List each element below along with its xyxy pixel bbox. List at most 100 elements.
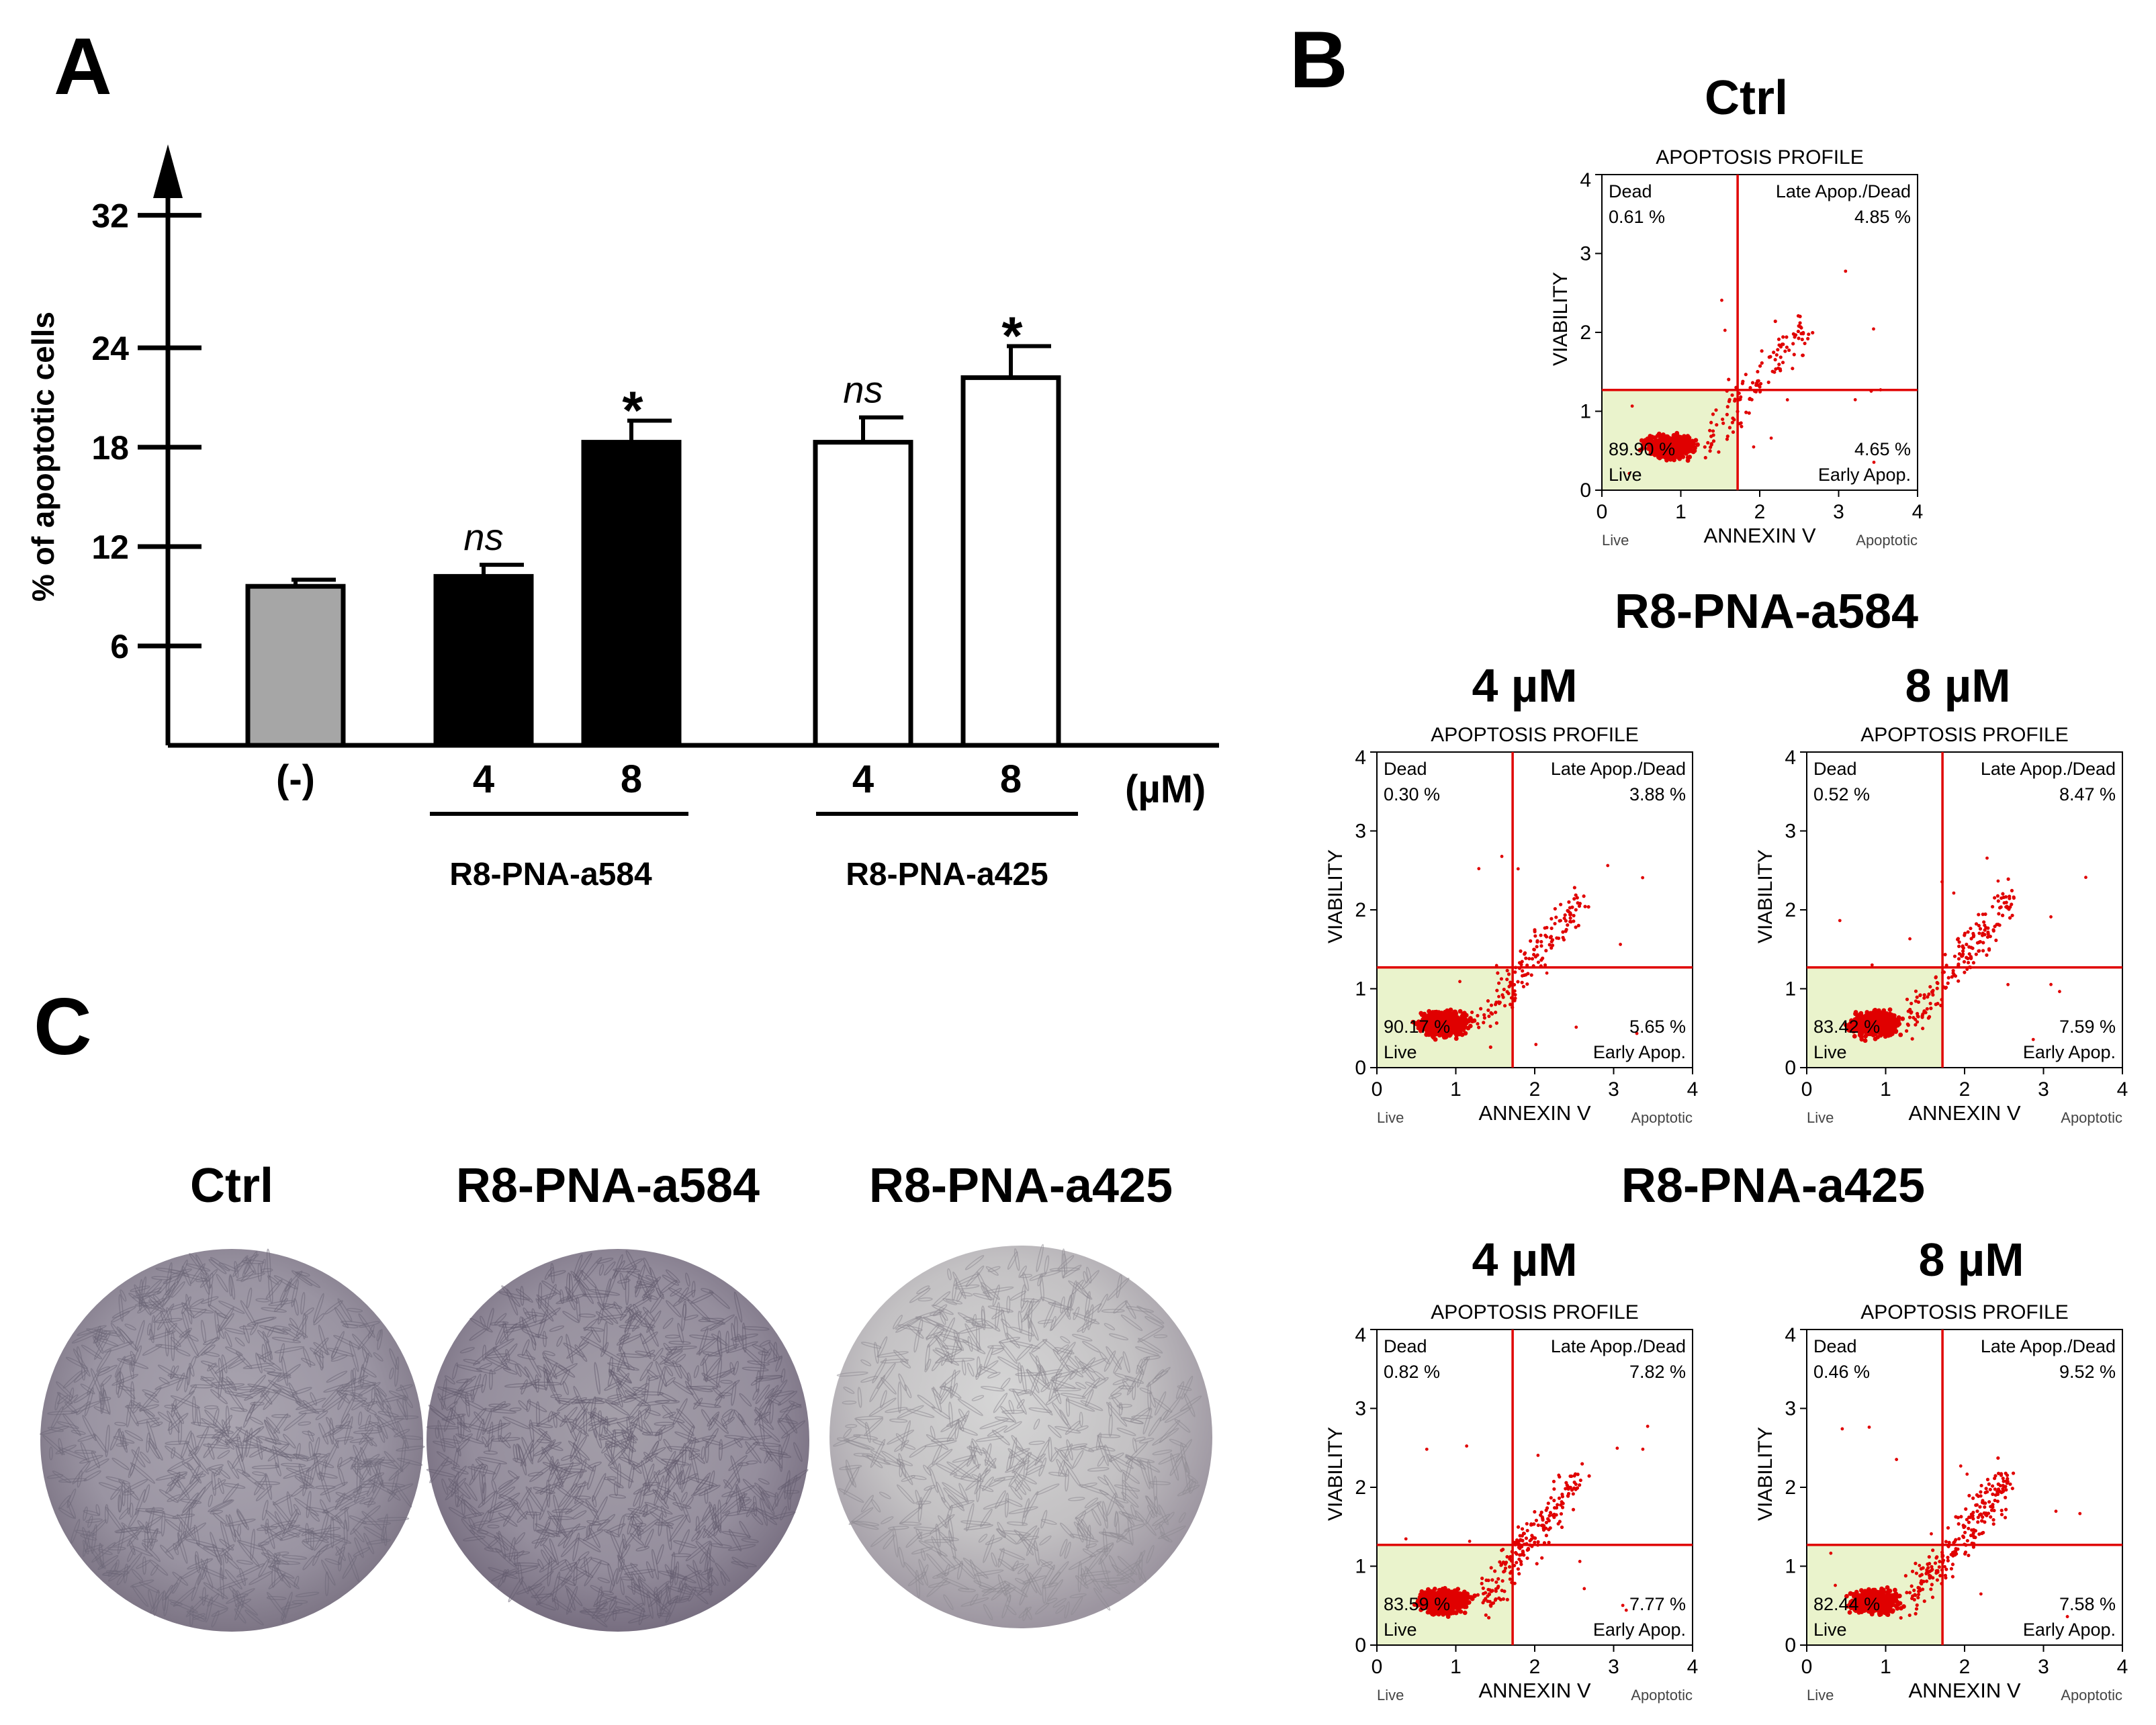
flow-dot xyxy=(1982,920,1986,924)
flow-dot xyxy=(1986,926,1990,930)
flow-dot xyxy=(1943,953,1947,957)
flow-dot xyxy=(1721,417,1725,422)
flow-dot xyxy=(1675,438,1680,444)
flow-dot xyxy=(1914,1607,1919,1611)
flow-dot xyxy=(1516,1567,1520,1571)
y-tick-label: 4 xyxy=(1785,747,1796,769)
flow-dot xyxy=(1518,1553,1522,1557)
flow-dot xyxy=(1519,949,1523,953)
quadrant-label-dead: Dead xyxy=(1609,181,1652,201)
flow-dots xyxy=(1627,269,1883,475)
flow-dot xyxy=(1862,1589,1867,1594)
flow-dot xyxy=(1887,1607,1891,1612)
flow-dot xyxy=(1520,1527,1525,1531)
flow-dot xyxy=(1547,1513,1552,1518)
flow-dot xyxy=(1487,1014,1491,1019)
flow-dot xyxy=(1557,1496,1562,1500)
flow-dot xyxy=(1521,969,1525,973)
flow-dot xyxy=(1619,943,1622,946)
flow-dot xyxy=(1404,1537,1408,1541)
flow-dot xyxy=(1652,435,1658,440)
flow-dot xyxy=(1558,1520,1562,1524)
flow-dot xyxy=(1621,1603,1625,1607)
flow-dots xyxy=(1404,1424,1650,1620)
quadrant-value-live: 89.90 % xyxy=(1609,439,1675,459)
flow-dot xyxy=(1656,449,1662,453)
flow-dot xyxy=(1580,1462,1584,1466)
y-tick-label: 18 xyxy=(91,429,129,467)
y-tick-label: 3 xyxy=(1355,1398,1366,1420)
flow-dot xyxy=(1744,410,1748,414)
flow-dot xyxy=(1495,988,1499,992)
flow-dot xyxy=(1910,1001,1914,1006)
y-tick-label: 0 xyxy=(1355,1057,1366,1079)
flow-dot xyxy=(1568,916,1572,920)
flow-dot xyxy=(1523,951,1527,955)
flow-dot xyxy=(1494,1000,1498,1005)
flow-dot xyxy=(1883,1023,1888,1028)
flow-dot xyxy=(1793,333,1798,337)
flow-dot xyxy=(1519,1560,1523,1564)
y-tick-label: 0 xyxy=(1580,479,1591,502)
flow-dot xyxy=(1541,1518,1545,1522)
flow-dot xyxy=(1493,1569,1497,1573)
flow-dot xyxy=(1740,424,1744,428)
x-tick-label: 1 xyxy=(1450,1656,1462,1678)
y-axis-label: % of apoptotic cells xyxy=(26,312,60,602)
flow-dot xyxy=(1971,1496,1975,1500)
flow-dot xyxy=(1539,944,1543,948)
flow-dot xyxy=(1990,1484,1995,1488)
flow-dot xyxy=(1527,957,1531,961)
quadrant-label-live: Live xyxy=(1609,465,1642,485)
flow-dot xyxy=(1936,1002,1940,1006)
flow-dot xyxy=(1785,398,1789,402)
flow-dot xyxy=(1976,1520,1980,1524)
flow-dot xyxy=(1967,1553,1971,1558)
flow-dot xyxy=(1569,920,1573,924)
flow-dot xyxy=(1536,1523,1540,1528)
y-tick-label: 4 xyxy=(1355,1324,1366,1346)
flow-dot xyxy=(1975,1509,1979,1513)
flow-dot xyxy=(1754,381,1758,385)
flow-x-label: ANNEXIN V xyxy=(1908,1101,2020,1125)
flow-dot xyxy=(1544,935,1549,939)
flow-dot xyxy=(1978,1505,1982,1509)
flow-dot xyxy=(1490,1578,1494,1582)
flow-dot xyxy=(1944,1576,1948,1580)
flow-dot xyxy=(1721,421,1725,425)
quadrant-label-dead: Dead xyxy=(1384,759,1427,779)
flow-dot xyxy=(1496,1577,1500,1581)
flow-dot xyxy=(1731,430,1736,434)
flow-dot xyxy=(1937,1565,1941,1569)
flow-dot xyxy=(1533,928,1537,932)
y-tick-label: 32 xyxy=(91,197,129,235)
flow-dot xyxy=(1781,335,1785,339)
flow-dot xyxy=(1711,439,1716,443)
flow-dot xyxy=(1883,1603,1889,1609)
flow-dot xyxy=(1685,458,1691,463)
x-tick-label: 1 xyxy=(1675,501,1687,523)
flow-dot xyxy=(1977,923,1981,928)
flow-dot xyxy=(1543,926,1547,930)
y-tick-label: 2 xyxy=(1355,899,1366,921)
flow-dot xyxy=(1933,1561,1938,1565)
flow-dot xyxy=(1548,1511,1553,1515)
flow-dot xyxy=(1727,377,1731,381)
quadrant-value-late: 3.88 % xyxy=(1629,784,1686,804)
flow-dot xyxy=(1554,1505,1559,1510)
flow-dot xyxy=(1496,981,1501,985)
flow-dot xyxy=(1884,1029,1889,1033)
quadrant-value-live: 83.59 % xyxy=(1384,1594,1450,1614)
flow-dot xyxy=(1670,441,1675,447)
flow-dot xyxy=(1476,1022,1480,1026)
flow-dot xyxy=(1513,970,1517,974)
flow-dot xyxy=(1957,1522,1961,1526)
flow-dot xyxy=(1981,949,1985,953)
panel-letter-c: C xyxy=(34,982,92,1072)
y-tick-label: 1 xyxy=(1355,1556,1366,1578)
flow-dot xyxy=(1918,993,1922,997)
flow-dot xyxy=(1991,1522,1995,1526)
flow-dot xyxy=(1997,923,2002,927)
flow-y-label: VIABILITY xyxy=(1324,1427,1347,1521)
